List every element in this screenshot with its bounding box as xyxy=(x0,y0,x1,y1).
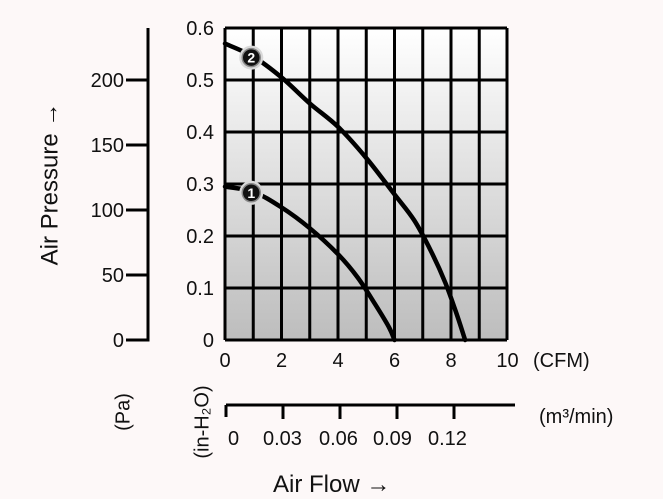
y-tick-label: 0.4 xyxy=(186,122,214,144)
m3-unit-label: (m³/min) xyxy=(539,406,613,428)
pa-tick-label: 100 xyxy=(91,200,124,222)
pa-tick-label: 0 xyxy=(113,330,124,352)
y-tick-label: 0.5 xyxy=(186,70,214,92)
curve-2-marker xyxy=(241,47,261,68)
y-tick-label: 0.1 xyxy=(186,278,214,300)
x-axis-title: Air Flow → xyxy=(273,471,390,498)
m3-tick-label: 0.12 xyxy=(428,428,467,450)
x-tick-label: 10 xyxy=(496,350,518,372)
curve-1-marker-label: 1 xyxy=(247,185,255,201)
pa-tick-label: 50 xyxy=(102,265,124,287)
m3-tick-label: 0 xyxy=(228,428,239,450)
y-tick-label: 0.6 xyxy=(186,18,214,40)
curve-2-marker-label: 2 xyxy=(247,50,255,66)
y-tick-label: 0.2 xyxy=(186,226,214,248)
m3-tick-label: 0.06 xyxy=(319,428,358,450)
pa-tick-label: 200 xyxy=(91,70,124,92)
pa-unit-label: (Pa) xyxy=(112,393,134,431)
y-tick-label: 0 xyxy=(203,330,214,352)
m3-tick-label: 0.09 xyxy=(373,428,412,450)
x-tick-label: 2 xyxy=(276,350,287,372)
pa-axis: 0 50 100 150 200 xyxy=(91,28,150,352)
y-tick-label: 0.3 xyxy=(186,174,214,196)
m3-axis: 0 0.03 0.06 0.09 0.12 xyxy=(224,403,515,450)
pa-tick-label: 150 xyxy=(91,135,124,157)
x-tick-labels: 0 2 4 6 8 10 xyxy=(219,350,518,372)
cfm-unit-label: (CFM) xyxy=(533,350,590,372)
y-axis-title: Air Pressure → xyxy=(36,103,63,266)
inh2o-unit-label: (in-H₂O) xyxy=(191,385,213,458)
y-tick-labels: 0 0.1 0.2 0.3 0.4 0.5 0.6 xyxy=(186,18,214,352)
curve-1-marker xyxy=(241,183,261,203)
curves: 12 xyxy=(222,41,468,343)
curve-2 xyxy=(222,41,468,343)
x-tick-label: 0 xyxy=(219,350,230,372)
x-tick-label: 6 xyxy=(389,350,400,372)
m3-tick-label: 0.03 xyxy=(263,428,302,450)
x-tick-label: 4 xyxy=(332,350,343,372)
x-tick-label: 8 xyxy=(445,350,456,372)
